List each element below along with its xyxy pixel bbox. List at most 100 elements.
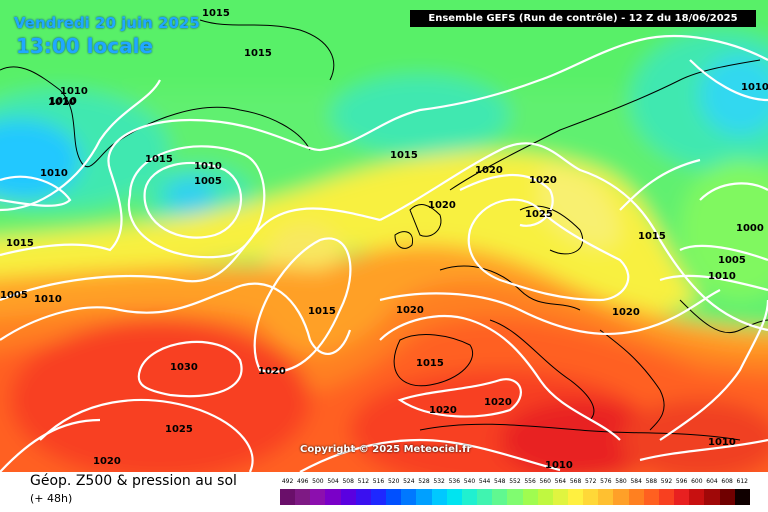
- scale-value: 584: [630, 478, 642, 485]
- isobar-label: 1010: [708, 437, 736, 448]
- scale-value: 572: [584, 478, 597, 485]
- legend-title: Géop. Z500 & pression au sol: [30, 473, 237, 489]
- scale-value: 580: [615, 478, 627, 485]
- scale-swatch: [370, 489, 387, 505]
- isobar-label: 1015: [202, 8, 230, 19]
- scale-value: 544: [478, 478, 491, 485]
- scale-swatch: [522, 489, 538, 505]
- isobar-label: 1020: [612, 307, 640, 318]
- scale-swatch: [598, 489, 614, 505]
- isobar-label: 1015: [416, 358, 444, 369]
- scale-value: 576: [600, 478, 612, 485]
- scale-swatch: [537, 489, 553, 505]
- scale-swatch: [552, 489, 568, 505]
- scale-value: 568: [569, 478, 582, 485]
- isobar-label: 1010: [48, 97, 76, 108]
- isobar-label: 1005: [0, 290, 28, 301]
- forecast-time: 13:00 locale: [16, 34, 153, 58]
- scale-value: 552: [509, 478, 521, 485]
- isobar-label: 1015: [6, 238, 34, 249]
- isobar-label: 1010: [194, 161, 222, 172]
- scale-swatch: [567, 489, 584, 505]
- scale-value: 548: [494, 478, 506, 485]
- scale-swatch: [628, 489, 644, 505]
- isobar-label: 1010: [741, 82, 768, 93]
- scale-swatch: [386, 489, 402, 505]
- scale-swatch: [507, 489, 523, 505]
- scale-value: 516: [372, 478, 385, 485]
- isobar-label: 1020: [484, 397, 512, 408]
- scale-swatch: [280, 489, 296, 505]
- scale-swatch: [643, 489, 659, 505]
- scale-swatch: [431, 489, 447, 505]
- scale-swatch: [310, 489, 326, 505]
- isobar-label: 1015: [145, 154, 173, 165]
- isobar-label: 1010: [34, 294, 62, 305]
- isobar-label: 1020: [396, 305, 424, 316]
- forecast-map: 1015 1015 1010 1010 1010 1015 1010 1005 …: [0, 0, 768, 472]
- scale-value: 564: [554, 478, 567, 485]
- isobar-label: 1010: [49, 96, 77, 107]
- isobar-label: 1015: [638, 231, 666, 242]
- scale-swatch: [734, 489, 750, 505]
- isobar-label: 1015: [390, 150, 418, 161]
- scale-swatch: [295, 489, 311, 505]
- scale-swatch: [461, 489, 478, 505]
- color-scale-swatches: [280, 489, 750, 505]
- isobar-label: 1020: [93, 456, 121, 467]
- scale-swatch: [416, 489, 432, 505]
- scale-swatch: [492, 489, 508, 505]
- scale-value: 536: [448, 478, 461, 485]
- isobar-label: 1015: [244, 48, 272, 59]
- scale-value: 592: [660, 478, 673, 485]
- scale-swatch: [325, 489, 341, 505]
- scale-value: 496: [297, 478, 309, 485]
- scale-value: 604: [706, 478, 718, 485]
- scale-value: 596: [675, 478, 688, 485]
- scale-swatch: [613, 489, 629, 505]
- scale-value: 556: [524, 478, 536, 485]
- legend-subtitle: (+ 48h): [30, 492, 73, 505]
- scale-swatch: [355, 489, 371, 505]
- isobar-label: 1015: [308, 306, 336, 317]
- scale-value: 492: [281, 478, 294, 485]
- forecast-date: Vendredi 20 juin 2025: [14, 14, 200, 32]
- scale-swatch: [674, 489, 690, 505]
- scale-swatch: [704, 489, 720, 505]
- isobar-label: 1025: [525, 209, 553, 220]
- isobar-label: 1000: [736, 223, 764, 234]
- isobar-label: 1010: [545, 460, 573, 471]
- copyright-notice: Copyright © 2025 Meteociel.fr: [300, 444, 472, 455]
- isobar-label: 1030: [170, 362, 198, 373]
- color-scale: 492 496 500 504 508 512 516 520 524 528 532 536 540 5…: [280, 478, 750, 508]
- scale-value: 532: [433, 478, 445, 485]
- scale-value: 508: [342, 478, 354, 485]
- scale-value: 500: [312, 478, 324, 485]
- scale-value: 560: [539, 478, 551, 485]
- scale-swatch: [719, 489, 735, 505]
- isobar-label: 1020: [529, 175, 557, 186]
- scale-value: 520: [387, 478, 400, 485]
- isobar-label: 1020: [429, 405, 457, 416]
- scale-value: 512: [357, 478, 370, 485]
- isobar-label: 1005: [194, 176, 222, 187]
- isobar-label: 1025: [165, 424, 193, 435]
- isobar-label: 1020: [428, 200, 456, 211]
- model-run-banner: Ensemble GEFS (Run de contrôle) - 12 Z d…: [410, 10, 756, 27]
- scale-swatch: [689, 489, 705, 505]
- scale-value: 524: [403, 478, 415, 485]
- scale-value: 600: [691, 478, 703, 485]
- isobar-label: 1020: [475, 165, 503, 176]
- isobar-label: 1010: [60, 86, 88, 97]
- scale-value: 528: [418, 478, 430, 485]
- coastlines: [0, 19, 768, 441]
- scale-swatch: [446, 489, 462, 505]
- scale-value: 504: [327, 478, 339, 485]
- scale-swatch: [658, 489, 675, 505]
- scale-swatch: [477, 489, 493, 505]
- isobar-label: 1010: [708, 271, 736, 282]
- scale-value: 608: [721, 478, 733, 485]
- isobar-label: 1005: [718, 255, 746, 266]
- isobar-label: 1010: [40, 168, 68, 179]
